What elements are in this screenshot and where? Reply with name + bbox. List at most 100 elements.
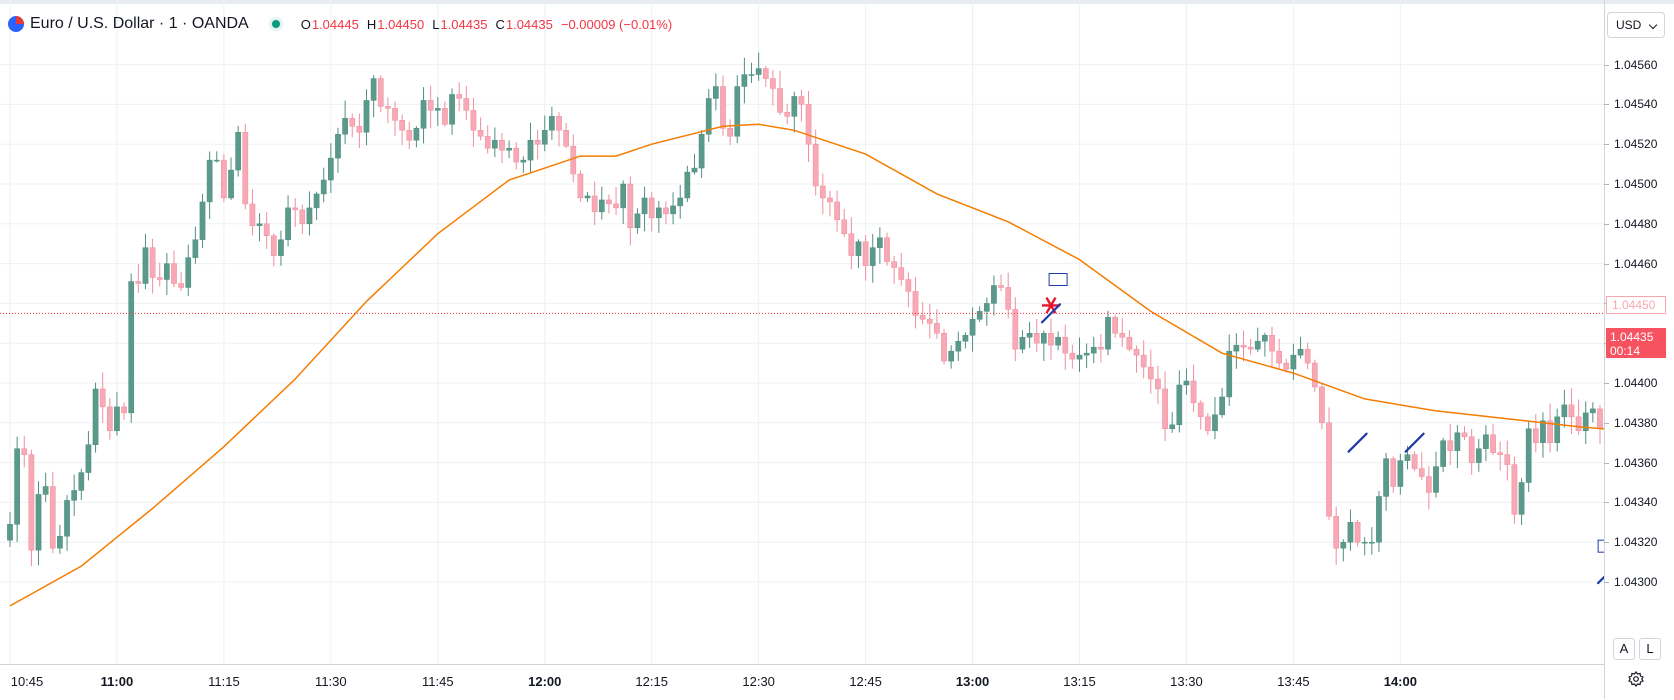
candle-body	[1062, 336, 1069, 354]
candle	[727, 119, 733, 146]
candle	[1568, 388, 1575, 435]
candle	[955, 331, 962, 362]
candle-body	[534, 139, 541, 145]
candle	[78, 468, 85, 500]
chart-settings-icon[interactable]	[1628, 671, 1644, 687]
symbol-flag-icon[interactable]	[8, 16, 24, 32]
time-tick-label: 13:15	[1063, 674, 1096, 689]
candle-body	[691, 167, 698, 173]
candle-body	[213, 159, 220, 162]
price-tick-label: 1.04320	[1614, 535, 1658, 550]
price-tick-label: 1.04560	[1614, 57, 1658, 72]
candle	[121, 402, 127, 420]
candle-body	[1112, 317, 1119, 334]
annotation-box	[1597, 539, 1604, 553]
candle-body	[713, 86, 719, 99]
candle	[484, 125, 491, 154]
price-tick-label: 1.04460	[1614, 256, 1658, 271]
candle-body	[934, 323, 940, 334]
candle-body	[278, 239, 284, 256]
candle-body	[106, 406, 113, 432]
candle	[299, 204, 306, 235]
candle	[349, 113, 356, 138]
candle-body	[1561, 404, 1568, 418]
candle-body	[506, 147, 512, 151]
candle-body	[948, 350, 955, 362]
price-axis[interactable]	[1604, 0, 1674, 699]
candle-body	[470, 110, 477, 131]
time-axis[interactable]	[0, 664, 1604, 700]
candle	[1162, 371, 1168, 442]
candle-body	[249, 203, 256, 227]
candle-body	[456, 94, 463, 99]
candle-body	[577, 173, 584, 199]
candle	[1069, 344, 1076, 369]
star-marker-icon	[1041, 296, 1060, 314]
price-tick-mark	[1604, 422, 1609, 424]
candle-body	[1518, 482, 1525, 515]
candle	[1518, 478, 1525, 525]
candle	[563, 122, 569, 149]
candle-body	[1105, 317, 1111, 350]
price-tick-label: 1.04380	[1614, 415, 1658, 430]
market-status-icon[interactable]	[268, 17, 283, 31]
price-chart[interactable]	[0, 0, 1604, 664]
candle	[1226, 334, 1233, 406]
candle-body	[1197, 402, 1204, 418]
candle	[192, 226, 199, 264]
symbol-title[interactable]: Euro / U.S. Dollar · 1 · OANDA	[30, 15, 249, 32]
candle-body	[955, 340, 962, 352]
close-value: 1.04435	[505, 16, 553, 32]
log-scale-button[interactable]: L	[1639, 638, 1661, 660]
last-price-value: 1.04435	[1610, 330, 1654, 344]
candle	[577, 170, 584, 203]
candle	[199, 193, 206, 249]
auto-scale-button[interactable]: A	[1613, 638, 1635, 660]
candle	[1204, 412, 1211, 436]
candle	[270, 233, 277, 267]
candle	[35, 481, 42, 566]
candle	[1219, 387, 1225, 418]
candle	[705, 89, 712, 143]
candle-body	[57, 535, 63, 549]
candle-body	[363, 100, 370, 133]
candle	[71, 474, 78, 516]
candle-body	[1155, 378, 1161, 390]
candle-body	[434, 108, 441, 111]
candle	[734, 75, 741, 144]
candle	[1197, 400, 1204, 430]
candle	[1547, 403, 1553, 453]
candle	[655, 201, 662, 233]
candle	[499, 133, 505, 164]
candle-body	[698, 134, 705, 169]
candle-body	[78, 472, 85, 491]
candle-body	[128, 281, 135, 414]
candle-body	[1026, 333, 1033, 338]
candle-body	[862, 241, 869, 266]
annotation-slash	[1597, 575, 1604, 585]
candle-body	[520, 159, 527, 163]
candle	[841, 208, 848, 238]
candle	[171, 250, 177, 288]
candle-body	[1133, 348, 1140, 356]
candle	[1090, 336, 1097, 364]
candle-body	[1147, 366, 1154, 380]
candle-body	[1069, 352, 1076, 360]
candle-body	[242, 132, 249, 205]
candle-body	[620, 183, 627, 209]
currency-button[interactable]: USD	[1607, 12, 1665, 38]
candle	[805, 90, 812, 162]
high-key: H	[366, 16, 377, 32]
candle-body	[313, 193, 320, 209]
candle	[934, 309, 940, 339]
candle	[591, 181, 598, 226]
candle-body	[306, 207, 313, 225]
candle	[135, 264, 142, 293]
candle-body	[1176, 384, 1183, 426]
time-tick-label: 12:00	[528, 674, 562, 689]
candle-body	[14, 448, 20, 525]
candle	[263, 212, 270, 249]
candle-body	[413, 128, 420, 141]
moving-average-line	[9, 123, 1604, 607]
time-tick-label: 13:30	[1170, 674, 1203, 689]
